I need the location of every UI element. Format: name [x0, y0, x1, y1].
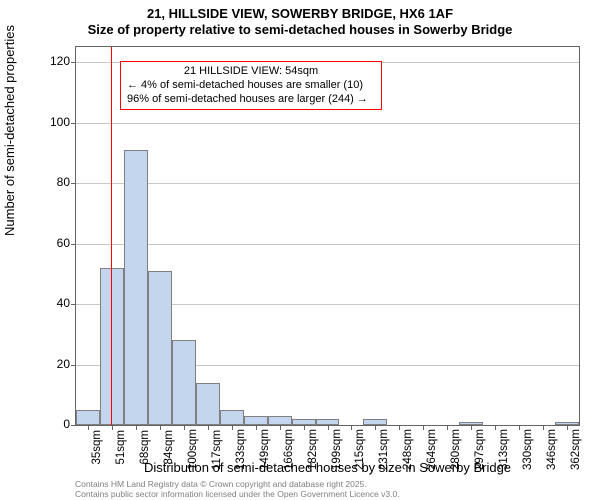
- chart-title-line1: 21, HILLSIDE VIEW, SOWERBY BRIDGE, HX6 1…: [0, 6, 600, 21]
- credits: Contains HM Land Registry data © Crown c…: [75, 480, 400, 500]
- x-tickmark: [495, 425, 496, 430]
- x-tick-label: 166sqm: [283, 430, 295, 470]
- plot-area: 21 HILLSIDE VIEW: 54sqm← 4% of semi-deta…: [75, 46, 580, 426]
- x-tick-label: 215sqm: [354, 430, 366, 470]
- x-tick-label: 313sqm: [498, 430, 510, 470]
- x-tickmark: [351, 425, 352, 430]
- x-tickmark: [567, 425, 568, 430]
- x-tickmark: [471, 425, 472, 430]
- x-tick-label: 248sqm: [402, 430, 414, 470]
- y-tick-label: 0: [30, 417, 70, 431]
- y-tickmark: [71, 304, 76, 305]
- gridline: [76, 244, 579, 245]
- x-tick-label: 182sqm: [307, 430, 319, 470]
- histogram-bar: [76, 410, 100, 425]
- x-tickmark: [136, 425, 137, 430]
- x-tickmark: [256, 425, 257, 430]
- x-tick-label: 297sqm: [474, 430, 486, 470]
- x-tickmark: [280, 425, 281, 430]
- y-tickmark: [71, 183, 76, 184]
- histogram-bar: [172, 340, 196, 425]
- y-tick-label: 80: [30, 175, 70, 189]
- x-tick-label: 84sqm: [163, 430, 175, 470]
- y-tickmark: [71, 244, 76, 245]
- x-tick-label: 231sqm: [378, 430, 390, 470]
- x-tick-label: 35sqm: [91, 430, 103, 470]
- annotation-line1: 21 HILLSIDE VIEW: 54sqm: [127, 65, 375, 79]
- y-tickmark: [71, 62, 76, 63]
- annotation-line3: 96% of semi-detached houses are larger (…: [127, 93, 375, 107]
- x-tickmark: [304, 425, 305, 430]
- marker-line: [111, 47, 112, 425]
- x-tickmark: [328, 425, 329, 430]
- gridline: [76, 123, 579, 124]
- x-tick-label: 149sqm: [259, 430, 271, 470]
- x-tick-label: 100sqm: [187, 430, 199, 470]
- histogram-bar: [244, 416, 268, 425]
- annotation-box: 21 HILLSIDE VIEW: 54sqm← 4% of semi-deta…: [120, 61, 382, 110]
- x-tickmark: [447, 425, 448, 430]
- x-tick-label: 362sqm: [570, 430, 582, 470]
- y-tick-label: 20: [30, 357, 70, 371]
- y-tickmark: [71, 123, 76, 124]
- x-tickmark: [232, 425, 233, 430]
- x-tick-label: 199sqm: [331, 430, 343, 470]
- annotation-line2: ← 4% of semi-detached houses are smaller…: [127, 79, 375, 93]
- histogram-bar: [148, 271, 172, 425]
- x-tickmark: [375, 425, 376, 430]
- x-tick-label: 264sqm: [426, 430, 438, 470]
- y-axis-label: Number of semi-detached properties: [2, 25, 17, 236]
- y-tick-label: 60: [30, 236, 70, 250]
- x-tick-label: 280sqm: [450, 430, 462, 470]
- y-tickmark: [71, 365, 76, 366]
- x-tickmark: [112, 425, 113, 430]
- x-tickmark: [543, 425, 544, 430]
- x-tick-label: 117sqm: [211, 430, 223, 470]
- x-tickmark: [208, 425, 209, 430]
- gridline: [76, 183, 579, 184]
- x-tick-label: 133sqm: [235, 430, 247, 470]
- x-tickmark: [88, 425, 89, 430]
- x-tickmark: [184, 425, 185, 430]
- y-tick-label: 120: [30, 54, 70, 68]
- chart-title-line2: Size of property relative to semi-detach…: [0, 22, 600, 37]
- x-tickmark: [423, 425, 424, 430]
- y-tick-label: 40: [30, 296, 70, 310]
- histogram-bar: [268, 416, 292, 425]
- histogram-bar: [220, 410, 244, 425]
- y-tickmark: [71, 425, 76, 426]
- y-tick-label: 100: [30, 115, 70, 129]
- x-tickmark: [399, 425, 400, 430]
- x-tickmark: [519, 425, 520, 430]
- x-tickmark: [160, 425, 161, 430]
- histogram-bar: [196, 383, 220, 425]
- credits-line2: Contains public sector information licen…: [75, 490, 400, 500]
- x-tick-label: 68sqm: [139, 430, 151, 470]
- histogram-bar: [124, 150, 148, 425]
- x-tick-label: 330sqm: [522, 430, 534, 470]
- x-tick-label: 51sqm: [115, 430, 127, 470]
- x-tick-label: 346sqm: [546, 430, 558, 470]
